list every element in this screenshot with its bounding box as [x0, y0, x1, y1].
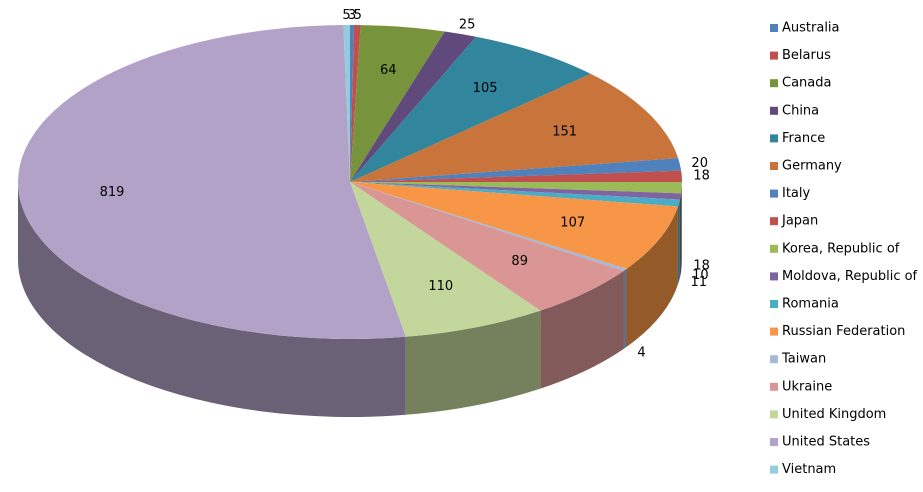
legend-label: Canada [782, 76, 831, 91]
legend-swatch [770, 106, 778, 115]
data-label: 4 [637, 346, 645, 361]
slice [350, 170, 682, 182]
legend-label: Romania [782, 297, 839, 312]
data-label: 5 [354, 8, 362, 23]
legend-swatch [770, 438, 778, 446]
slice-side [677, 199, 680, 285]
legend-swatch [770, 272, 778, 281]
legend-swatch [770, 300, 778, 308]
legend-swatch [770, 217, 778, 226]
legend-label: Belarus [782, 48, 831, 63]
legend-swatch [770, 189, 778, 198]
data-label: 18 [693, 259, 710, 274]
data-label: 18 [693, 168, 710, 183]
legend-swatch [770, 134, 778, 143]
legend-label: China [782, 103, 819, 118]
slice [350, 182, 680, 207]
slice-side [679, 193, 682, 278]
legend-label: Moldova, Republic of [782, 269, 918, 284]
legend-label: Korea, Republic of [782, 241, 900, 256]
legend-swatch [770, 244, 778, 253]
data-label: 11 [690, 275, 707, 290]
legend-swatch [770, 355, 778, 364]
data-label: 151 [552, 125, 577, 140]
legend-label: Japan [781, 214, 818, 229]
data-label: 10 [692, 268, 709, 283]
data-label: 105 [473, 81, 498, 96]
slice [350, 25, 445, 182]
slice [350, 25, 361, 183]
slice-side [623, 268, 627, 349]
slice [350, 36, 591, 183]
slice [350, 182, 682, 200]
data-label: 20 [691, 156, 708, 171]
slice [350, 182, 682, 194]
slice [350, 182, 624, 311]
legend-label: Australia [782, 21, 840, 36]
legend-label: United Kingdom [782, 407, 886, 422]
slice-side [540, 270, 624, 389]
legend-label: United States [782, 435, 870, 450]
slice [350, 73, 679, 182]
slice-side [681, 182, 682, 272]
data-label: 89 [511, 254, 528, 269]
slice-side [18, 182, 406, 417]
slice-side [626, 206, 678, 347]
slice [350, 182, 627, 271]
slice-side [405, 310, 541, 415]
data-label: 25 [459, 18, 476, 33]
data-label: 5 [342, 8, 350, 23]
legend-label: Vietnam [782, 462, 836, 477]
slice [350, 31, 477, 182]
data-label: 3 [348, 8, 356, 23]
legend-label: Italy [782, 186, 811, 201]
legend-swatch [770, 465, 778, 474]
legend-swatch [770, 79, 778, 88]
slice [350, 25, 355, 182]
legend-swatch [770, 162, 778, 170]
data-label: 110 [428, 279, 453, 294]
legend-swatch [770, 382, 778, 391]
slice [350, 182, 541, 337]
legend-label: France [782, 131, 825, 146]
slice [18, 25, 406, 339]
legend-label: Taiwan [781, 352, 826, 367]
legend-label: Ukraine [782, 379, 832, 394]
legend-swatch [770, 327, 778, 336]
legend-swatch [770, 24, 778, 32]
data-label: 107 [560, 216, 585, 231]
slice [350, 182, 678, 269]
legend-swatch [770, 51, 778, 60]
legend-label: Germany [782, 159, 842, 174]
data-label: 819 [100, 185, 125, 200]
slice [350, 158, 682, 182]
legend-label: Russian Federation [782, 324, 905, 339]
data-label: 64 [380, 63, 397, 78]
legend-swatch [770, 410, 778, 419]
slice [343, 25, 350, 182]
